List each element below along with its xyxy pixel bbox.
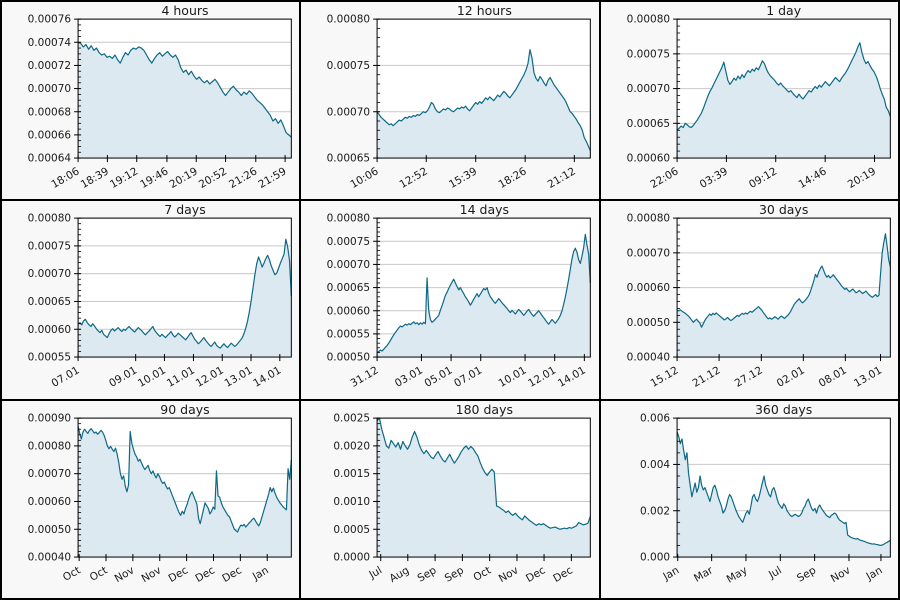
chart-panel-30-days: 30 days 0.00040 0.00050 0.00060 0.00070 0.00… (600, 201, 898, 399)
svg-text:0.00075: 0.00075 (327, 236, 370, 248)
svg-text:0.00070: 0.00070 (327, 259, 370, 271)
svg-text:0.002: 0.002 (640, 505, 670, 517)
chart-7-days-plot: 0.00055 0.00060 0.00065 0.00070 0.00075 0.000… (2, 201, 300, 399)
svg-text:0.00075: 0.00075 (28, 241, 71, 253)
svg-text:0.00060: 0.00060 (626, 282, 669, 294)
svg-text:0.00080: 0.00080 (28, 213, 71, 225)
svg-text:0.004: 0.004 (640, 459, 670, 471)
svg-text:0.00068: 0.00068 (28, 106, 71, 118)
svg-text:0.00050: 0.00050 (28, 523, 71, 535)
svg-text:0.00070: 0.00070 (28, 269, 71, 281)
chart-panel-180-days: 180 days 0.0000 0.0005 0.0010 0.0015 0.0020 0… (301, 400, 599, 598)
chart-14-days-plot: 0.00050 0.00055 0.00060 0.00065 0.00070 0.000… (301, 201, 599, 399)
svg-text:0.00065: 0.00065 (327, 282, 370, 294)
chart-title: 12 hours (456, 3, 512, 18)
svg-text:0.0010: 0.0010 (334, 496, 371, 508)
svg-text:0.00060: 0.00060 (327, 306, 370, 318)
svg-text:0.00075: 0.00075 (626, 48, 669, 60)
svg-text:0.00080: 0.00080 (28, 440, 71, 452)
svg-text:0.006: 0.006 (640, 412, 670, 424)
svg-text:0.00070: 0.00070 (626, 248, 669, 260)
chart-90-days-plot: 0.00040 0.00050 0.00060 0.00070 0.00080 0.000… (2, 400, 300, 598)
svg-text:0.00050: 0.00050 (626, 317, 669, 329)
svg-text:0.00080: 0.00080 (327, 213, 370, 225)
svg-text:0.00070: 0.00070 (626, 83, 669, 95)
chart-title: 7 days (164, 202, 206, 218)
svg-text:0.00080: 0.00080 (626, 14, 669, 26)
svg-text:0.00080: 0.00080 (327, 14, 370, 26)
chart-panel-12-hours: 12 hours 0.00065 0.00070 0.00075 0.00080 10:… (301, 2, 599, 200)
chart-1-day-plot: 0.000600.000650.000700.000750.0008022:06… (600, 2, 898, 200)
svg-text:0.00055: 0.00055 (28, 352, 71, 364)
chart-title: 1 day (766, 3, 802, 18)
chart-title: 4 hours (161, 3, 209, 18)
svg-text:0.00090: 0.00090 (28, 412, 71, 424)
chart-panel-360-days: 360 days 0.000 0.002 0.004 0.006 Jan Mar May Ju… (600, 400, 898, 598)
chart-panel-90-days: 90 days 0.00040 0.00050 0.00060 0.00070 0.00… (2, 400, 300, 598)
svg-text:0.00066: 0.00066 (28, 129, 72, 141)
svg-text:0.00076: 0.00076 (28, 14, 72, 26)
chart-4-hours-plot: 0.00064 0.00066 0.00068 0.00070 0.00072 0.000… (2, 2, 300, 200)
svg-text:0.00072: 0.00072 (28, 60, 71, 72)
chart-title: 360 days (754, 401, 813, 417)
chart-title: 180 days (455, 401, 513, 417)
svg-text:0.00070: 0.00070 (28, 83, 71, 95)
svg-text:0.00070: 0.00070 (327, 106, 370, 118)
svg-text:0.0015: 0.0015 (334, 468, 371, 480)
svg-text:0.0005: 0.0005 (334, 523, 371, 535)
svg-text:0.000: 0.000 (640, 551, 670, 563)
svg-text:0.00075: 0.00075 (327, 60, 370, 72)
svg-text:0.0000: 0.0000 (334, 551, 371, 563)
svg-text:0.00074: 0.00074 (28, 37, 72, 49)
svg-text:0.00040: 0.00040 (626, 352, 669, 364)
chart-title: 90 days (160, 401, 210, 417)
chart-panel-1-day: 1 day 0.00060 0.00065 0.00070 0.00075 0.0008… (600, 2, 898, 200)
svg-text:0.00060: 0.00060 (626, 153, 669, 165)
chart-panel-7-days: 7 days 0.00055 0.00060 0.00065 0.00070 0.000… (2, 201, 300, 399)
svg-text:0.00065: 0.00065 (626, 118, 669, 130)
svg-text:0.00064: 0.00064 (28, 153, 72, 165)
svg-text:Jul: Jul (367, 564, 385, 581)
svg-text:Jul: Jul (766, 564, 784, 581)
svg-text:0.0025: 0.0025 (334, 412, 371, 424)
svg-text:0.00055: 0.00055 (327, 329, 370, 341)
svg-text:0.00065: 0.00065 (327, 153, 370, 165)
chart-title: 30 days (758, 202, 809, 218)
svg-text:0.00060: 0.00060 (28, 324, 71, 336)
chart-panel-14-days: 14 days 0.00050 0.00055 0.00060 0.00065 0.00… (301, 201, 599, 399)
svg-text:0.00050: 0.00050 (327, 352, 370, 364)
chart-panel-4-hours: 4 hours 0.00064 0.00066 0.00068 0.00070 0.00… (2, 2, 300, 200)
svg-text:0.00070: 0.00070 (28, 468, 71, 480)
chart-30-days-plot: 0.000400.000500.000600.000700.0008015.12… (600, 201, 898, 399)
svg-text:0.0020: 0.0020 (334, 440, 371, 452)
svg-text:0.00060: 0.00060 (28, 496, 71, 508)
chart-title: 14 days (459, 202, 510, 218)
svg-text:0.00080: 0.00080 (626, 213, 669, 225)
svg-text:0.00065: 0.00065 (28, 296, 71, 308)
svg-text:0.00040: 0.00040 (28, 551, 71, 563)
